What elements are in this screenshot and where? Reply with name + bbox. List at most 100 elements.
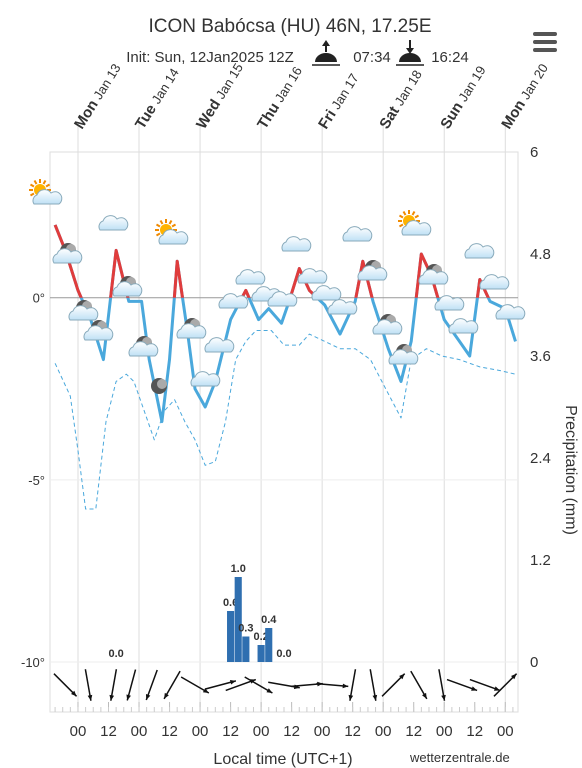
- weather-icon: [190, 371, 221, 387]
- wind-head: [422, 692, 427, 699]
- x-tick-label: 00: [192, 723, 209, 740]
- sun-ray: [414, 214, 420, 219]
- wind-head: [372, 694, 378, 701]
- cloud: [342, 226, 373, 242]
- wind-arrow: [163, 670, 181, 700]
- y2-tick-label: 0: [530, 654, 538, 671]
- x-tick-label: 00: [253, 723, 270, 740]
- wind-arrow: [180, 676, 210, 694]
- wind-frame: [49, 661, 519, 713]
- title: ICON Babócsa (HU) 46N, 17.25E: [148, 16, 431, 37]
- sun-ray: [29, 183, 35, 188]
- x-tick-label: 00: [375, 723, 392, 740]
- sun-ray: [398, 214, 404, 219]
- cloud: [281, 236, 312, 252]
- cloud: [464, 243, 495, 259]
- precip-bar: [257, 645, 265, 662]
- sun-ray: [398, 223, 404, 228]
- temperature-line-warm: [53, 224, 490, 298]
- cloud: [297, 268, 328, 284]
- weather-icon: [495, 304, 526, 320]
- wind-head: [342, 683, 349, 689]
- day-name: Wed: [193, 96, 224, 132]
- day-name: Tue: [132, 101, 160, 132]
- cloud: [68, 305, 99, 321]
- wind-arrow: [244, 676, 273, 694]
- menu-button[interactable]: [533, 32, 557, 52]
- cloud: [158, 229, 189, 245]
- weather-icon: [98, 215, 129, 231]
- cloud: [372, 319, 403, 335]
- wind-arrow: [145, 669, 158, 701]
- y2-tick-label: 1.2: [530, 552, 551, 569]
- day-date: Jan 13: [90, 61, 123, 102]
- cloud: [112, 281, 143, 297]
- precip-label: 0.6: [223, 597, 238, 609]
- weather-icon: [128, 336, 159, 357]
- weather-icon: [218, 293, 249, 309]
- weather-icon: [311, 285, 342, 301]
- weather-icon: [297, 268, 328, 284]
- cloud: [434, 295, 465, 311]
- wind-head: [87, 694, 93, 701]
- y-tick-label: 0°: [33, 291, 45, 306]
- cloud: [479, 274, 510, 290]
- wind-arrow: [381, 673, 406, 697]
- weather-icon: [418, 264, 449, 285]
- weather-icon: [281, 236, 312, 252]
- y-tick-label: -10°: [21, 655, 45, 670]
- day-label: SatJan 18: [376, 67, 426, 132]
- sun-ray: [42, 179, 47, 185]
- day-date: Jan 19: [455, 63, 488, 104]
- day-label: MonJan 13: [71, 60, 125, 132]
- precip-label: 0.4: [261, 614, 277, 626]
- wind-arrow: [53, 673, 78, 697]
- wind-head: [109, 694, 115, 701]
- day-label: TueJan 14: [132, 65, 183, 132]
- x-tick-label: 12: [283, 723, 300, 740]
- cloud: [204, 337, 235, 353]
- wind-head: [164, 692, 169, 699]
- weather-icon: [327, 299, 358, 315]
- wind-head: [126, 694, 131, 701]
- wind-head: [202, 688, 209, 693]
- day-date: Jan 14: [149, 65, 182, 106]
- weather-icon: [204, 337, 235, 353]
- day-date: Jan 15: [213, 61, 246, 102]
- day-label: WedJan 15: [193, 60, 247, 132]
- day-name: Mon: [71, 97, 102, 132]
- day-name: Mon: [498, 97, 529, 132]
- day-date: Jan 18: [392, 67, 425, 108]
- weather-icon: [464, 243, 495, 259]
- temperature-line: [54, 330, 516, 510]
- sun-ray: [29, 192, 35, 197]
- day-label: ThuJan 16: [254, 63, 306, 132]
- sun-ray: [411, 210, 416, 216]
- x-tick-label: 00: [70, 723, 87, 740]
- day-label: FriJan 17: [315, 70, 362, 132]
- sunset-time: 16:24: [431, 49, 469, 66]
- wind-arrow: [410, 670, 428, 700]
- weather-icon: [372, 314, 403, 335]
- sun-ray: [171, 223, 177, 228]
- sun-ray: [168, 219, 173, 225]
- weather-icon: [155, 219, 189, 245]
- wind-head: [471, 686, 478, 691]
- cloud: [176, 323, 207, 339]
- weather-icon: [479, 274, 510, 290]
- wind-arrow: [369, 669, 378, 701]
- sun-ray: [155, 232, 161, 237]
- wind-head: [71, 690, 77, 697]
- precip-label: 0.3: [238, 623, 253, 635]
- cloud: [52, 248, 83, 264]
- day-date: Jan 17: [328, 71, 361, 112]
- cloud: [418, 269, 449, 285]
- wind-arrow: [469, 678, 501, 692]
- wind-arrow: [126, 669, 137, 701]
- wind-arrow: [84, 669, 93, 701]
- y2-tick-label: 6: [530, 144, 538, 161]
- wind-arrow: [493, 673, 518, 697]
- precip-bar: [234, 577, 242, 662]
- precip-bar: [242, 636, 250, 662]
- precip-bar: [265, 628, 273, 662]
